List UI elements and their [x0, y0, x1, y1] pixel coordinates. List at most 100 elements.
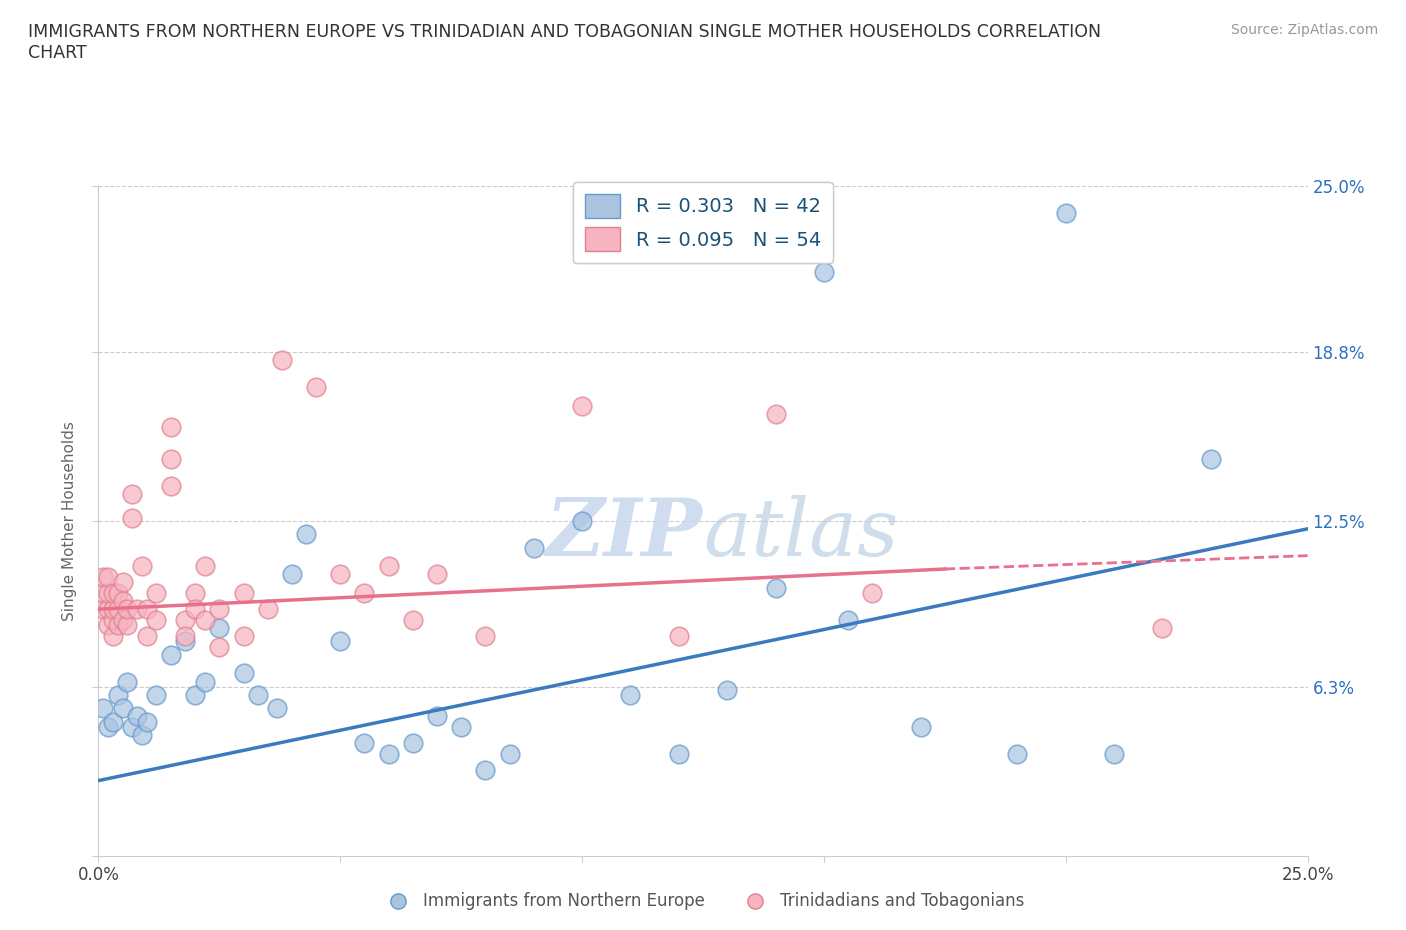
Point	[194, 559, 217, 574]
Point	[145, 687, 167, 702]
Point	[194, 674, 217, 689]
Point	[184, 586, 207, 601]
Point	[101, 714, 124, 729]
Point	[208, 602, 231, 617]
Point	[765, 406, 787, 421]
Point	[174, 613, 197, 628]
Point	[232, 629, 254, 644]
Point	[107, 586, 129, 601]
Legend: R = 0.303   N = 42, R = 0.095   N = 54: R = 0.303 N = 42, R = 0.095 N = 54	[574, 182, 832, 263]
Point	[1007, 747, 1029, 762]
Point	[160, 647, 183, 662]
Point	[174, 634, 197, 649]
Point	[131, 727, 153, 742]
Y-axis label: Single Mother Households: Single Mother Households	[62, 421, 77, 620]
Point	[247, 687, 270, 702]
Point	[271, 352, 294, 367]
Point	[117, 618, 139, 632]
Point	[121, 720, 143, 735]
Point	[232, 666, 254, 681]
Point	[232, 586, 254, 601]
Point	[145, 586, 167, 601]
Point	[668, 629, 690, 644]
Point	[474, 763, 496, 777]
Point	[111, 701, 134, 716]
Point	[571, 398, 593, 413]
Point	[111, 593, 134, 608]
Point	[97, 720, 120, 735]
Point	[813, 264, 835, 279]
Point	[97, 602, 120, 617]
Point	[281, 567, 304, 582]
Point	[450, 720, 472, 735]
Point	[1152, 620, 1174, 635]
Point	[194, 613, 217, 628]
Point	[117, 602, 139, 617]
Point	[111, 613, 134, 628]
Point	[160, 479, 183, 494]
Point	[91, 602, 114, 617]
Point	[121, 511, 143, 525]
Point	[716, 682, 738, 697]
Point	[101, 613, 124, 628]
Point	[91, 569, 114, 584]
Point	[498, 747, 520, 762]
Point	[1054, 206, 1077, 220]
Point	[121, 486, 143, 501]
Point	[353, 586, 375, 601]
Point	[101, 602, 124, 617]
Point	[127, 602, 149, 617]
Point	[571, 513, 593, 528]
Point	[837, 613, 859, 628]
Point	[117, 674, 139, 689]
Point	[1102, 747, 1125, 762]
Point	[668, 747, 690, 762]
Text: IMMIGRANTS FROM NORTHERN EUROPE VS TRINIDADIAN AND TOBAGONIAN SINGLE MOTHER HOUS: IMMIGRANTS FROM NORTHERN EUROPE VS TRINI…	[28, 23, 1101, 62]
Point	[184, 602, 207, 617]
Point	[111, 575, 134, 590]
Point	[402, 613, 425, 628]
Point	[329, 567, 352, 582]
Point	[377, 747, 399, 762]
Point	[101, 586, 124, 601]
Point	[107, 602, 129, 617]
Point	[174, 629, 197, 644]
Text: Source: ZipAtlas.com: Source: ZipAtlas.com	[1230, 23, 1378, 37]
Point	[160, 419, 183, 434]
Point	[619, 687, 641, 702]
Point	[160, 452, 183, 467]
Point	[765, 580, 787, 595]
Point	[910, 720, 932, 735]
Text: ZIP: ZIP	[546, 496, 703, 573]
Point	[101, 629, 124, 644]
Point	[377, 559, 399, 574]
Point	[97, 586, 120, 601]
Point	[353, 736, 375, 751]
Point	[135, 629, 157, 644]
Point	[97, 569, 120, 584]
Point	[97, 618, 120, 632]
Point	[135, 602, 157, 617]
Point	[91, 701, 114, 716]
Point	[305, 379, 328, 394]
Point	[135, 714, 157, 729]
Point	[107, 687, 129, 702]
Point	[184, 687, 207, 702]
Point	[1199, 452, 1222, 467]
Point	[91, 586, 114, 601]
Point	[127, 709, 149, 724]
Point	[860, 586, 883, 601]
Point	[145, 613, 167, 628]
Point	[131, 559, 153, 574]
Point	[295, 526, 318, 541]
Point	[329, 634, 352, 649]
Legend: Immigrants from Northern Europe, Trinidadians and Tobagonians: Immigrants from Northern Europe, Trinida…	[375, 885, 1031, 917]
Point	[107, 618, 129, 632]
Point	[426, 709, 449, 724]
Point	[474, 629, 496, 644]
Point	[208, 620, 231, 635]
Point	[402, 736, 425, 751]
Point	[256, 602, 278, 617]
Point	[523, 540, 546, 555]
Point	[426, 567, 449, 582]
